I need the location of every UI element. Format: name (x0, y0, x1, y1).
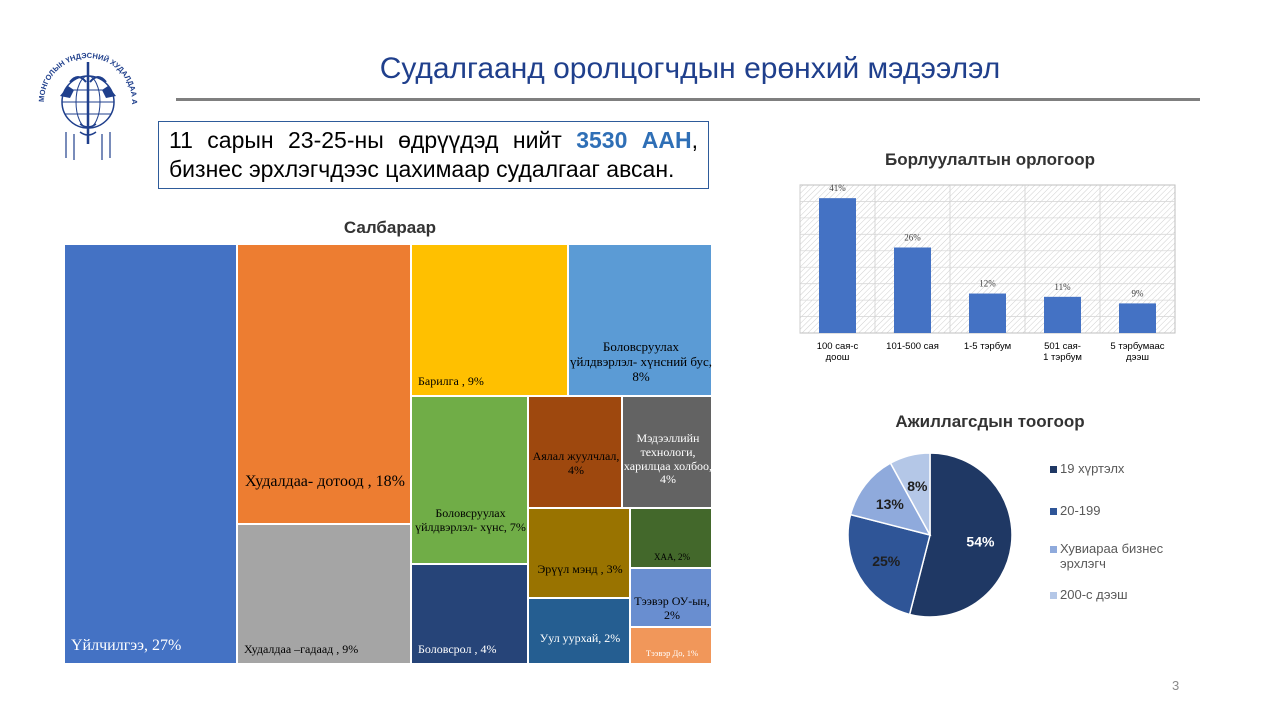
treemap-tile-label: Худалдаа- дотоод , 18% (245, 473, 405, 490)
page-title: Судалгаанд оролцогчдын ерөнхий мэдээлэл (379, 52, 1001, 85)
bar-chart-title: Борлуулалтын орлогоор (884, 150, 1096, 169)
note-suffix: , бизнес эрхлэгчдээс цахимаар судалгааг … (169, 127, 698, 182)
treemap-tile-label: Аялал жуулчлал, 4% (532, 449, 620, 477)
employees-pie-chart: 54% 25% 13%8% (847, 452, 1013, 618)
pie-chart-title: Ажиллагсдын тоогоор (895, 412, 1085, 431)
treemap-tile: Уул уурхай, 2% (528, 598, 630, 664)
legend-swatch (1050, 546, 1057, 553)
chamber-logo: МОНГОЛЫН ҮНДЭСНИЙ ХУДАЛДАА АЖ ҮЙЛДВЭРИЙН… (30, 32, 139, 160)
pie-slice (849, 462, 932, 537)
treemap-tile-label: Үйлчилгээ, 27% (71, 637, 182, 654)
survey-note: 11 сарын 23-25-ны өдрүүдэд нийт 3530 ААН… (158, 121, 709, 189)
note-prefix: 11 сарын 23-25-ны өдрүүдэд нийт (169, 127, 577, 153)
pie-data-label: 25% (872, 553, 901, 569)
treemap-tile: Боловсруулах үйлдвэрлэл- хүнс, 7% (411, 396, 528, 564)
treemap-tile: Тээвэр До, 1% (630, 627, 712, 664)
bar (1119, 303, 1156, 333)
legend-swatch (1050, 466, 1057, 473)
x-tick-label: 5 тэрбумаас дээш (1110, 341, 1164, 363)
treemap-tile: Боловсрол , 4% (411, 564, 528, 664)
treemap-tile-label: Мэдээллийн технологи, харилцаа холбоо, 4… (623, 431, 713, 487)
treemap-tile: Худалдаа- дотоод , 18% (237, 244, 411, 524)
treemap-tile-label: Худалдаа –гадаад , 9% (244, 642, 359, 656)
treemap-tile: Барилга , 9% (411, 244, 568, 396)
x-tick-label: 1-5 тэрбум (964, 341, 1011, 352)
pie-slice (908, 452, 1013, 618)
treemap-title: Салбараар (343, 218, 437, 237)
treemap-tile: Худалдаа –гадаад , 9% (237, 524, 411, 664)
page-number: 3 (1172, 678, 1180, 693)
legend-label: 200-с дээш (1060, 587, 1128, 602)
treemap-tile-label: ХАА, 2% (654, 552, 690, 562)
treemap-tile: Аялал жуулчлал, 4% (528, 396, 622, 508)
treemap-tile: Эрүүл мэнд , 3% (528, 508, 630, 598)
treemap-tile-label: Эрүүл мэнд , 3% (537, 562, 623, 576)
bar-data-label: 11% (1054, 282, 1071, 292)
logo-text: МОНГОЛЫН ҮНДЭСНИЙ ХУДАЛДАА АЖ ҮЙЛДВЭРИЙН… (30, 32, 139, 105)
treemap-tile-label: Боловсрол , 4% (418, 642, 497, 656)
note-highlight: 3530 ААН (576, 127, 692, 153)
revenue-bar-chart: 41% 100 сая-с доош 26% 101-500 сая 12% 1-5 тэр… (799, 183, 1176, 363)
pie-data-label: 13% (876, 496, 905, 512)
x-tick-label: 501 сая-1 тэрбум (1043, 341, 1082, 363)
bar (1044, 296, 1081, 333)
bar (969, 293, 1006, 333)
bar (894, 247, 931, 333)
treemap-tile: Боловсруулах үйлдвэрлэл- хүнсний бус, 8% (568, 244, 712, 396)
pie-slice (889, 452, 931, 536)
x-tick-label: 101-500 сая (886, 341, 939, 352)
treemap-tile: ХАА, 2% (630, 508, 712, 568)
pie-legend: 19 хүртэлх 20-199 Хувиараа бизнес эрхлэгч 2… (1046, 455, 1186, 605)
bar-data-label: 41% (829, 183, 846, 193)
bar (819, 198, 856, 333)
treemap-tile-label: Боловсруулах үйлдвэрлэл- хүнсний бус, 8% (570, 339, 712, 384)
pie-data-label: 54% (966, 533, 995, 549)
bar-data-label: 12% (979, 279, 996, 289)
title-divider (176, 98, 1200, 101)
x-tick-label: 100 сая-с доош (817, 341, 859, 363)
pie-data-label: 8% (907, 478, 928, 494)
svg-text:МОНГОЛЫН ҮНДЭСНИЙ ХУДАЛДАА АЖ: МОНГОЛЫН ҮНДЭСНИЙ ХУДАЛДАА АЖ ҮЙЛДВЭРИЙН… (30, 32, 139, 105)
treemap-tile-label: Боловсруулах үйлдвэрлэл- хүнс, 7% (415, 506, 526, 534)
legend-swatch (1050, 508, 1057, 515)
treemap-tile-label: Уул уурхай, 2% (539, 631, 621, 645)
bar-data-label: 26% (904, 232, 921, 242)
legend-label: 19 хүртэлх (1060, 461, 1125, 476)
legend-swatch (1050, 592, 1057, 599)
legend-label: Хувиараа бизнес эрхлэгч (1060, 541, 1164, 571)
treemap-tile-label: Тээвэр До, 1% (645, 648, 699, 658)
treemap-tile: Тээвэр ОУ-ын, 2% (630, 568, 712, 627)
pie-slice (847, 513, 931, 616)
bar-data-label: 9% (1132, 288, 1145, 298)
sector-treemap: Үйлчилгээ, 27% Худалдаа- дотоод , 18% Худа… (64, 244, 712, 664)
treemap-tile-label: Тээвэр ОУ-ын, 2% (634, 594, 710, 622)
treemap-tile: Үйлчилгээ, 27% (64, 244, 237, 664)
legend-label: 20-199 (1060, 503, 1101, 518)
treemap-tile-label: Барилга , 9% (418, 374, 484, 388)
treemap-tile: Мэдээллийн технологи, харилцаа холбоо, 4… (622, 396, 712, 508)
